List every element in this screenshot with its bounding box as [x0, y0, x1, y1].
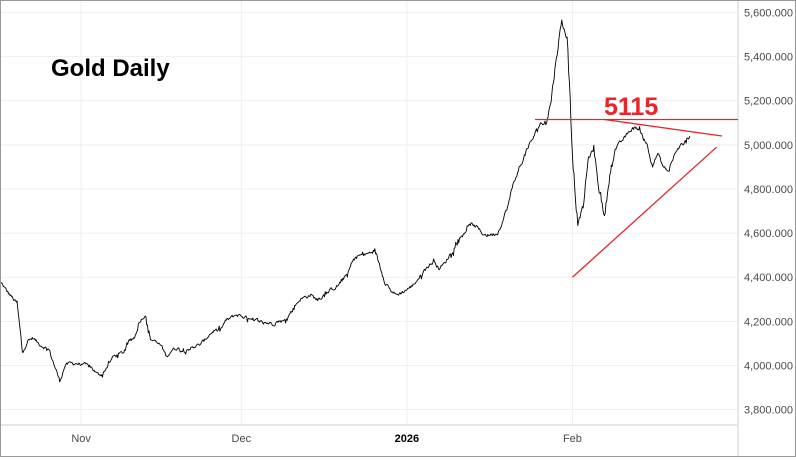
y-tick-label: 4,600.000 — [744, 228, 793, 240]
y-tick-label: 4,200.000 — [744, 316, 793, 328]
y-tick-label: 4,400.000 — [744, 272, 793, 284]
y-tick-label: 5,200.000 — [744, 96, 793, 108]
gold-price-line — [0, 19, 691, 383]
y-tick-label: 4,000.000 — [744, 360, 793, 372]
triangle-trendline — [604, 118, 723, 137]
triangle-trendline — [572, 146, 718, 278]
y-tick-label: 4,800.000 — [744, 184, 793, 196]
x-tick-label: 2026 — [395, 433, 419, 445]
y-tick-label: 5,000.000 — [744, 140, 793, 152]
x-tick-labels: Nov Dec 2026 Feb — [71, 433, 582, 445]
annotations — [535, 118, 738, 278]
level-5115-label: 5115 — [604, 93, 658, 121]
y-tick-label: 5,600.000 — [744, 8, 793, 20]
grid — [1, 1, 738, 425]
x-tick-label: Feb — [563, 433, 582, 445]
x-tick-label: Dec — [232, 433, 252, 445]
price-series — [0, 19, 691, 383]
chart-title: Gold Daily — [51, 55, 170, 82]
x-tick-label: Nov — [71, 433, 91, 445]
y-tick-label: 5,400.000 — [744, 52, 793, 64]
y-tick-labels: 3,800.000 4,000.000 4,200.000 4,400.000 4,60… — [744, 8, 793, 417]
y-tick-label: 3,800.000 — [744, 405, 793, 417]
